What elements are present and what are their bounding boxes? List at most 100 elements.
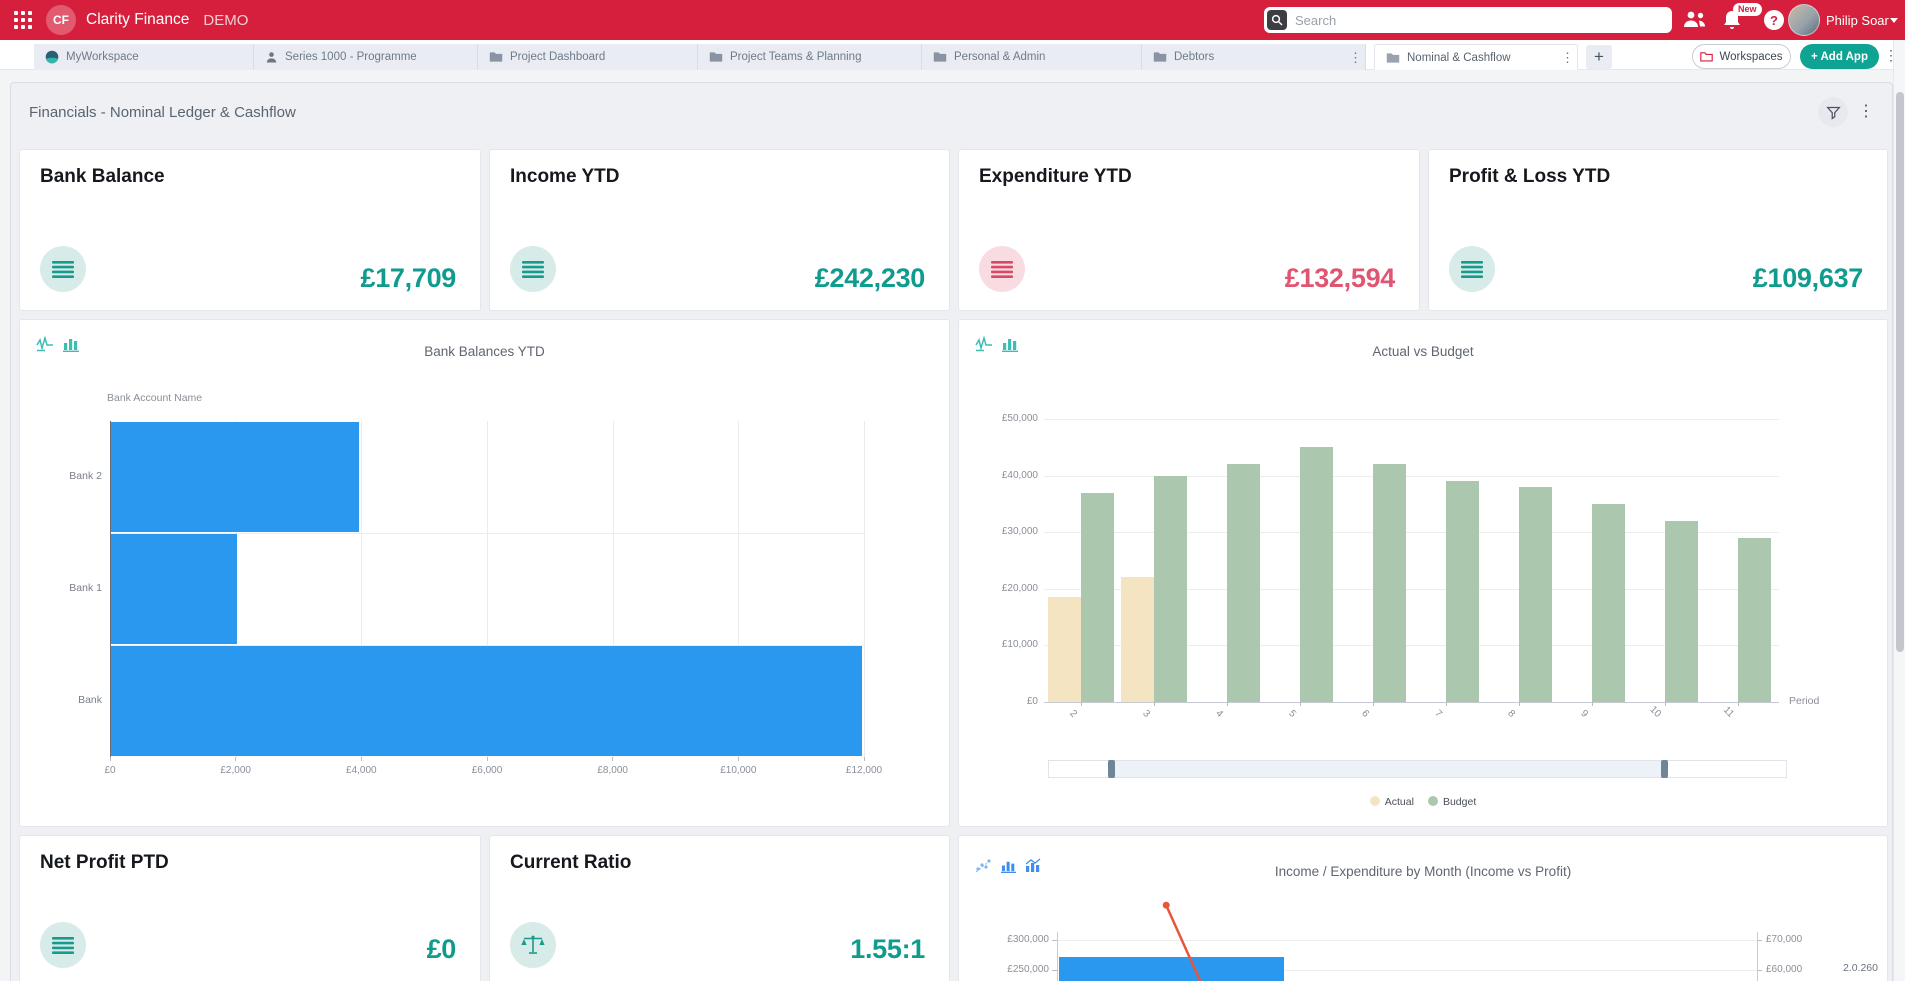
gridline — [1044, 419, 1779, 420]
chart-title: Bank Balances YTD — [424, 344, 545, 359]
line-chart-toggle-icon[interactable] — [36, 336, 54, 352]
x-tick-mark — [486, 757, 488, 761]
x-tick-label: £8,000 — [597, 765, 628, 776]
brand-name: Clarity Finance — [86, 11, 190, 28]
legend-dot — [1369, 796, 1380, 806]
gridline — [1057, 940, 1757, 941]
band-separator — [110, 645, 864, 646]
x-tick-label: £10,000 — [720, 765, 757, 776]
x-tick-label: £6,000 — [471, 765, 503, 776]
kpi-card-expenditure-ytd: Expenditure YTD £132,594 — [958, 149, 1420, 311]
bar-chart-toggle-icon[interactable] — [1001, 858, 1016, 873]
x-tick-mark — [1153, 702, 1155, 706]
vertical-scrollbar[interactable] — [1893, 40, 1905, 981]
app-header: CF Clarity Finance DEMO New ? Philip Soa… — [0, 0, 1905, 40]
legend-item-actual[interactable]: Actual — [1369, 796, 1414, 808]
combo-chart-toggle-icon[interactable] — [1025, 858, 1042, 873]
tab-menu-icon[interactable]: ⋮ — [1561, 50, 1574, 65]
user-avatar[interactable] — [1788, 4, 1820, 36]
x-tick-mark — [1080, 702, 1082, 706]
add-app-button[interactable]: + Add App — [1800, 44, 1879, 69]
folder-icon — [1153, 52, 1167, 62]
bank-bar-bank-2 — [111, 422, 360, 532]
workspace-tab-bar: MyWorkspace Series 1000 - Programme Proj… — [0, 40, 1905, 70]
kpi-card-bank-balance: Bank Balance £17,709 — [19, 149, 481, 311]
x-tick-mark — [1299, 702, 1301, 706]
x-tick-label: 10 — [1647, 704, 1663, 720]
search-input[interactable] — [1295, 12, 1664, 28]
x-tick-label: £12,000 — [845, 765, 883, 776]
page-menu-icon[interactable]: ⋮ — [1858, 103, 1874, 120]
gridline — [487, 421, 488, 757]
line-chart-toggle-icon[interactable] — [975, 336, 993, 352]
income-bar — [1059, 956, 1285, 981]
x-tick-mark — [109, 757, 111, 761]
scrollbar-thumb[interactable] — [1896, 92, 1904, 652]
folder-icon — [709, 52, 723, 62]
gridline — [738, 421, 740, 757]
y-axis-line — [110, 421, 111, 757]
range-slider-handle-left[interactable] — [1108, 760, 1115, 778]
kpi-value: £109,637 — [1752, 263, 1864, 293]
tab-nominal-cashflow[interactable]: Nominal & Cashflow ⋮ — [1374, 44, 1578, 70]
right-tick-mark — [1757, 940, 1762, 941]
x-tick-mark — [737, 757, 739, 761]
x-tick-mark — [612, 757, 614, 761]
folder-icon — [1386, 52, 1400, 63]
x-axis-title: Period — [1789, 695, 1820, 707]
range-slider-handle-right[interactable] — [1661, 760, 1668, 778]
list-lines-icon — [40, 246, 86, 292]
tab-personal-admin[interactable]: Personal & Admin — [922, 44, 1142, 70]
x-tick-mark — [235, 757, 237, 761]
left-tick-mark — [1052, 940, 1057, 941]
kpi-card-profit-loss-ytd: Profit & Loss YTD £109,637 — [1428, 149, 1888, 311]
gridline — [864, 421, 865, 757]
person-icon — [266, 51, 277, 63]
kpi-value: £0 — [426, 934, 457, 964]
bank-bar-bank-1 — [111, 534, 237, 644]
tab-project-dashboard[interactable]: Project Dashboard — [478, 44, 698, 70]
x-tick-mark — [863, 757, 865, 761]
chart-legend: Actual Budget — [959, 796, 1887, 808]
user-menu[interactable]: Philip Soar — [1826, 12, 1889, 28]
bar-chart-toggle-icon[interactable] — [63, 336, 79, 352]
kpi-value: £242,230 — [814, 263, 926, 293]
tab-myworkspace[interactable]: MyWorkspace — [34, 44, 254, 70]
app-launcher-icon[interactable] — [13, 10, 33, 30]
gridline — [612, 421, 614, 757]
tab-debtors[interactable]: Debtors ⋮ — [1142, 44, 1366, 70]
add-tab-button[interactable]: + — [1586, 45, 1612, 69]
gridline — [361, 421, 363, 757]
range-slider-selection[interactable] — [1111, 761, 1664, 777]
budget-bar-period-2 — [1081, 492, 1114, 702]
kpi-title: Net Profit PTD — [40, 852, 169, 873]
list-lines-icon — [510, 246, 556, 292]
app-logo[interactable]: CF — [46, 5, 76, 35]
legend-item-budget[interactable]: Budget — [1427, 796, 1476, 808]
tab-series-1000-programme[interactable]: Series 1000 - Programme — [254, 44, 478, 70]
gridline — [1044, 645, 1779, 647]
global-search[interactable] — [1264, 7, 1672, 33]
chart-range-slider[interactable] — [1048, 760, 1787, 778]
kpi-card-net-profit-ptd: Net Profit PTD £0 — [19, 835, 481, 981]
notification-new-badge: New — [1733, 3, 1762, 16]
scales-icon — [510, 922, 556, 968]
workspaces-button[interactable]: Workspaces — [1692, 44, 1791, 69]
user-menu-caret-icon — [1890, 18, 1898, 23]
right-y-axis-line — [1757, 932, 1758, 981]
bar-chart-toggle-icon[interactable] — [1002, 336, 1018, 352]
left-y-axis-line — [1057, 932, 1058, 981]
right-tick-mark — [1757, 970, 1762, 971]
x-tick-mark — [1518, 702, 1520, 706]
people-icon[interactable] — [1682, 9, 1708, 29]
scatter-chart-toggle-icon[interactable] — [975, 858, 992, 873]
page-title: Financials - Nominal Ledger & Cashflow — [29, 103, 296, 121]
help-icon[interactable]: ? — [1764, 10, 1784, 30]
right-y-tick-label: £70,000 — [1766, 934, 1803, 945]
tab-menu-icon[interactable]: ⋮ — [1349, 49, 1362, 65]
list-lines-icon — [40, 922, 86, 968]
x-tick-mark — [360, 757, 362, 761]
filter-button[interactable] — [1818, 97, 1848, 127]
tab-project-teams-planning[interactable]: Project Teams & Planning — [698, 44, 922, 70]
list-lines-icon — [1449, 246, 1495, 292]
